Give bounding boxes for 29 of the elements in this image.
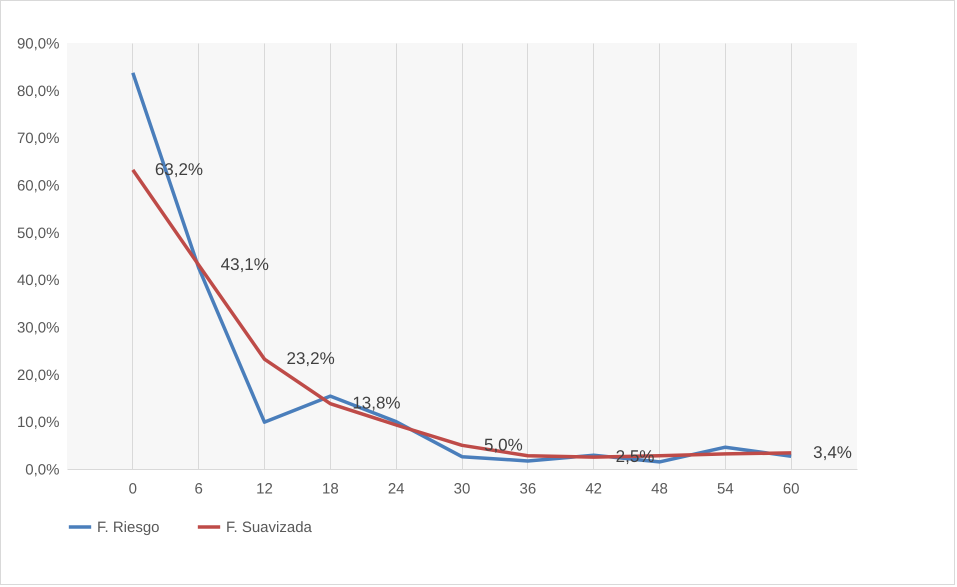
y-tick-label: 60,0% bbox=[16, 178, 60, 194]
legend-label: F. Riesgo bbox=[97, 519, 160, 536]
data-label: 43,1% bbox=[220, 254, 269, 274]
data-label: 2,5% bbox=[616, 447, 654, 466]
y-tick-label: 20,0% bbox=[16, 366, 60, 384]
data-label: 23,2% bbox=[286, 349, 335, 368]
x-tick-label: 6 bbox=[194, 480, 203, 498]
data-label: 3,4% bbox=[813, 442, 852, 462]
x-tick-label: 42 bbox=[585, 480, 602, 498]
x-tick-label: 0 bbox=[128, 480, 138, 498]
y-tick-label: 40,0% bbox=[16, 272, 60, 290]
y-tick-label: 30,0% bbox=[16, 320, 60, 336]
y-tick-label: 50,0% bbox=[16, 224, 60, 242]
x-tick-label: 60 bbox=[782, 480, 800, 498]
y-tick-label: 0,0% bbox=[25, 462, 60, 478]
x-tick-label: 36 bbox=[519, 480, 536, 498]
y-tick-label: 70,0% bbox=[16, 130, 60, 148]
legend-label: F. Suavizada bbox=[226, 519, 313, 536]
data-label: 13,8% bbox=[352, 394, 401, 413]
x-tick-label: 24 bbox=[388, 480, 405, 498]
x-tick-label: 54 bbox=[716, 480, 734, 498]
x-tick-label: 48 bbox=[651, 480, 668, 498]
x-tick-label: 18 bbox=[322, 480, 339, 498]
data-label: 5,0% bbox=[484, 435, 523, 454]
y-tick-label: 90,0% bbox=[16, 36, 60, 52]
y-tick-label: 80,0% bbox=[16, 82, 60, 100]
x-tick-label: 12 bbox=[256, 480, 273, 498]
y-tick-label: 10,0% bbox=[16, 414, 60, 432]
x-tick-label: 30 bbox=[454, 480, 470, 498]
